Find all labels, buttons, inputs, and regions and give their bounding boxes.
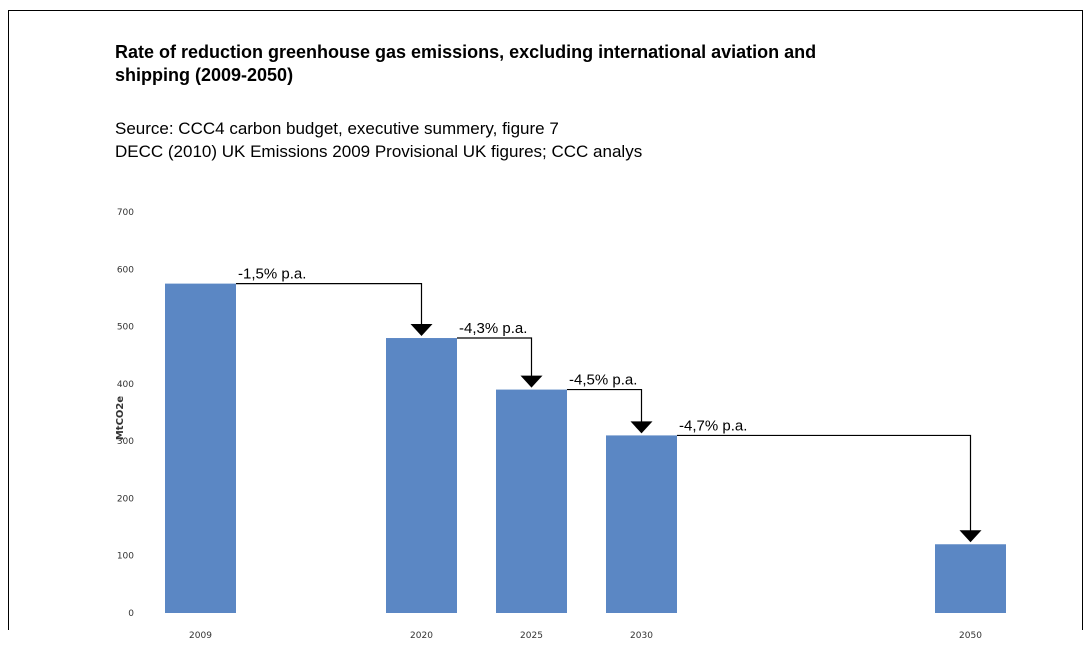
x-axis: 2009 2020 2025 2030 2050 — [189, 631, 982, 641]
bar-2009 — [165, 283, 236, 613]
annotation-line — [236, 283, 423, 327]
annotation-label: -4,7% p.a. — [679, 417, 747, 434]
annotation-arrow: -4,5% p.a. — [567, 372, 653, 434]
x-tick-label: 2020 — [410, 631, 433, 641]
annotation-arrow: -4,7% p.a. — [677, 417, 982, 543]
y-tick-label: 300 — [117, 437, 134, 447]
y-tick-label: 600 — [117, 265, 134, 275]
y-tick-label: 500 — [117, 323, 134, 333]
y-tick-label: 0 — [128, 609, 134, 619]
y-axis-label: MtCO2e — [115, 396, 126, 441]
annotation-label: -4,5% p.a. — [569, 372, 637, 389]
y-tick-label: 400 — [117, 380, 134, 390]
annotation-line — [457, 337, 533, 378]
chart-frame — [8, 10, 1083, 630]
annotation-arrow: -1,5% p.a. — [236, 266, 433, 337]
x-tick-label: 2025 — [520, 631, 543, 641]
y-tick-label: 700 — [117, 208, 134, 218]
source-line-1: Seurce: CCC4 carbon budget, executive su… — [115, 119, 559, 138]
arrowhead-icon — [959, 530, 982, 543]
y-axis: 0 100 200 300 400 500 600 700 — [117, 208, 134, 619]
y-tick-label: 200 — [117, 494, 134, 504]
annotation-line — [677, 434, 972, 533]
arrowhead-icon — [410, 324, 433, 337]
annotations-group: -1,5% p.a. -4,3% p.a. -4,5% p.a. -4,7% p.a. — [236, 266, 982, 543]
annotation-label: -1,5% p.a. — [238, 266, 306, 283]
x-tick-label: 2050 — [959, 631, 982, 641]
arrowhead-icon — [520, 375, 543, 388]
x-tick-label: 2030 — [630, 631, 653, 641]
annotation-label: -4,3% p.a. — [459, 320, 527, 337]
arrowhead-icon — [630, 421, 653, 434]
bar-2025 — [496, 389, 567, 613]
bar-2030 — [606, 435, 677, 613]
bars-group — [165, 283, 1006, 613]
annotation-line — [567, 388, 643, 424]
bar-2020 — [386, 338, 457, 613]
annotation-arrow: -4,3% p.a. — [457, 320, 543, 388]
y-tick-label: 100 — [117, 552, 134, 562]
chart-title: Rate of reduction greenhouse gas emissio… — [115, 42, 817, 85]
bar-2050 — [935, 544, 1006, 613]
source-line-2: DECC (2010) UK Emissions 2009 Provisiona… — [115, 142, 643, 161]
x-tick-label: 2009 — [189, 631, 212, 641]
source-block: Seurce: CCC4 carbon budget, executive su… — [115, 117, 642, 163]
